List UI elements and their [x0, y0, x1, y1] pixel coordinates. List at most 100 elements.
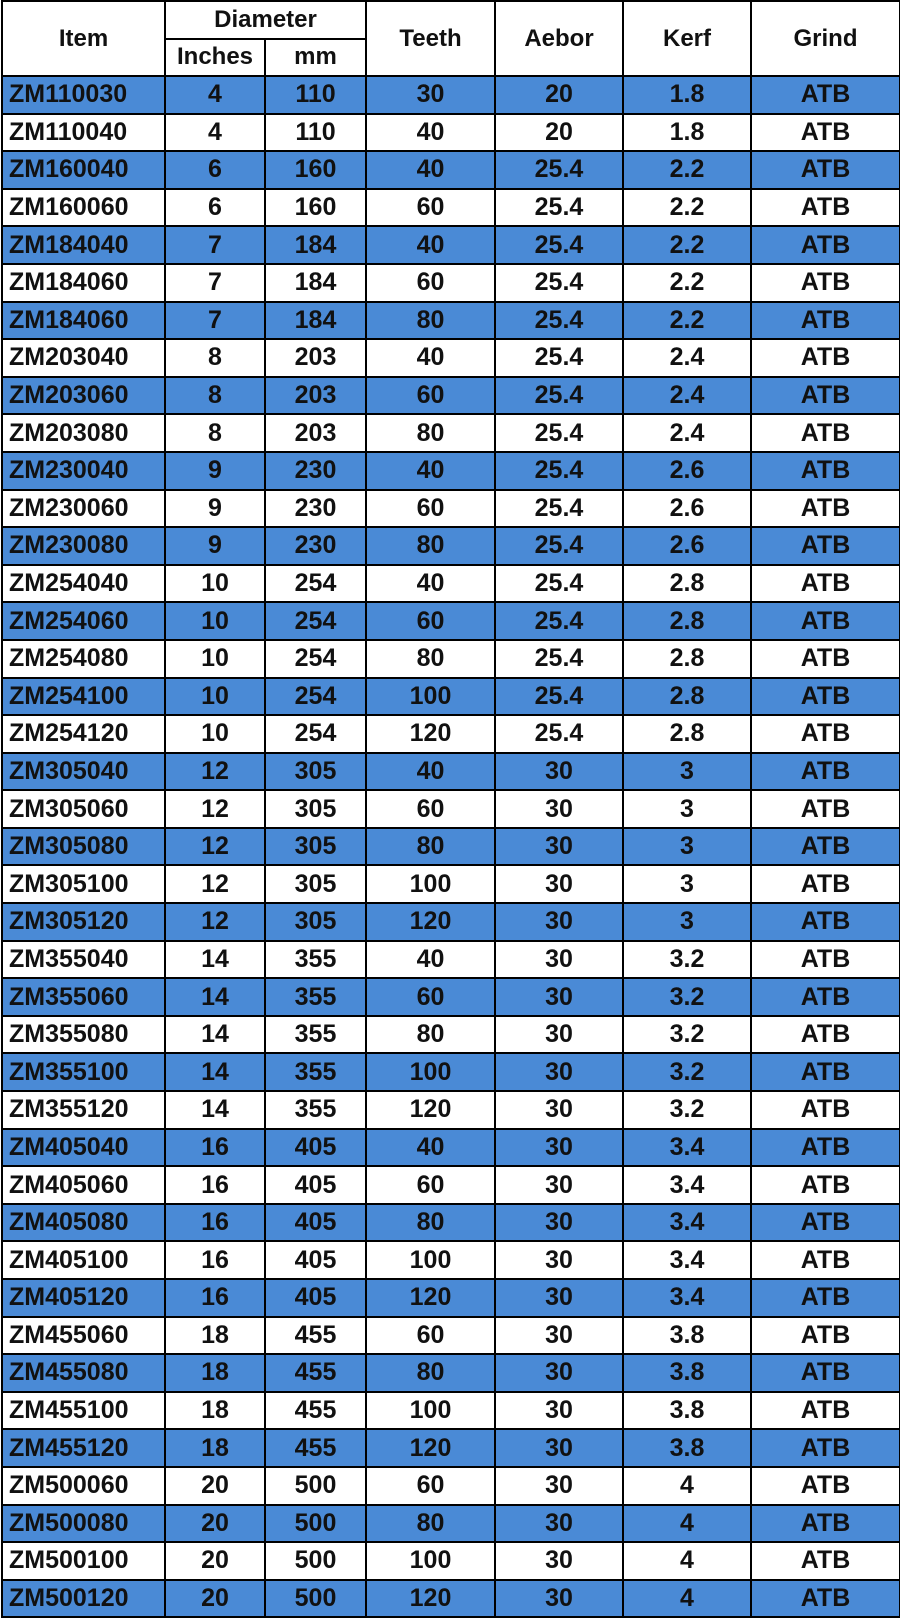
table-cell: 405: [264, 1202, 367, 1243]
table-cell: 9: [164, 526, 266, 566]
table-cell: 2.8: [622, 563, 752, 604]
table-cell: 80: [365, 526, 496, 566]
table-row: ZM203040 8 203 40 25.4 2.4 ATB: [1, 338, 900, 378]
table-cell: 230: [264, 488, 367, 529]
item-cell: ZM405100: [1, 1240, 166, 1280]
table-row: ZM455120 18 455 120 30 3.8 ATB: [1, 1428, 900, 1468]
table-cell: 40: [365, 563, 496, 604]
table-row: ZM184060 7 184 60 25.4 2.2 ATB: [1, 262, 900, 303]
table-cell: ATB: [750, 1465, 900, 1506]
table-row: ZM305040 12 305 40 30 3 ATB: [1, 751, 900, 792]
table-row: ZM305080 12 305 80 30 3 ATB: [1, 826, 900, 867]
table-cell: 30: [494, 1165, 624, 1205]
table-cell: ATB: [750, 676, 900, 717]
table-cell: 4: [622, 1465, 752, 1506]
table-row: ZM110030 4 110 30 20 1.8 ATB: [1, 75, 900, 115]
table-cell: 9: [164, 488, 266, 529]
table-cell: 40: [365, 338, 496, 378]
header-cell: Inches: [164, 37, 266, 77]
table-header: Item Diameter Teeth Aebor Kerf Grind Inc…: [1, 0, 900, 77]
item-cell: ZM305080: [1, 826, 166, 867]
item-cell: ZM254060: [1, 601, 166, 641]
table-cell: ATB: [750, 1503, 900, 1544]
table-cell: 3: [622, 789, 752, 829]
table-cell: 60: [365, 262, 496, 303]
table-cell: 30: [494, 1503, 624, 1544]
table-cell: 3: [622, 864, 752, 905]
header-cell: Diameter: [164, 0, 367, 40]
table-cell: 3.2: [622, 939, 752, 980]
item-cell: ZM160040: [1, 150, 166, 190]
item-cell: ZM500080: [1, 1503, 166, 1544]
table-cell: 100: [365, 1052, 496, 1093]
table-row: ZM160060 6 160 60 25.4 2.2 ATB: [1, 187, 900, 228]
table-row: ZM230060 9 230 60 25.4 2.6 ATB: [1, 488, 900, 529]
table-cell: 8: [164, 413, 266, 453]
table-cell: 40: [365, 112, 496, 153]
table-cell: 455: [264, 1315, 367, 1356]
table-cell: ATB: [750, 338, 900, 378]
table-cell: 3.2: [622, 1090, 752, 1130]
table-cell: 40: [365, 450, 496, 491]
item-cell: ZM455120: [1, 1428, 166, 1468]
table-cell: 100: [365, 1541, 496, 1581]
table-cell: 30: [494, 789, 624, 829]
table-cell: 25.4: [494, 150, 624, 190]
table-cell: ATB: [750, 902, 900, 942]
table-cell: 1.8: [622, 112, 752, 153]
table-cell: 3: [622, 751, 752, 792]
table-row: ZM203060 8 203 60 25.4 2.4 ATB: [1, 375, 900, 416]
table-cell: ATB: [750, 638, 900, 679]
table-cell: 405: [264, 1127, 367, 1168]
table-cell: 18: [164, 1390, 266, 1431]
item-cell: ZM160060: [1, 187, 166, 228]
table-cell: 3.4: [622, 1240, 752, 1280]
table-cell: 2.8: [622, 601, 752, 641]
table-cell: 254: [264, 638, 367, 679]
table-cell: ATB: [750, 413, 900, 453]
table-cell: 4: [622, 1503, 752, 1544]
table-cell: 60: [365, 187, 496, 228]
table-cell: 30: [494, 1465, 624, 1506]
table-row: ZM355100 14 355 100 30 3.2 ATB: [1, 1052, 900, 1093]
table-cell: 500: [264, 1465, 367, 1506]
item-cell: ZM405060: [1, 1165, 166, 1205]
table-cell: 60: [365, 1315, 496, 1356]
table-cell: 100: [365, 1240, 496, 1280]
table-cell: 12: [164, 902, 266, 942]
table-cell: 14: [164, 939, 266, 980]
item-cell: ZM305120: [1, 902, 166, 942]
table-cell: 110: [264, 75, 367, 115]
table-cell: 10: [164, 676, 266, 717]
table-cell: 20: [494, 75, 624, 115]
item-cell: ZM455080: [1, 1353, 166, 1393]
table-cell: 4: [164, 75, 266, 115]
header-cell: Item: [1, 0, 166, 77]
table-cell: 120: [365, 1278, 496, 1318]
table-cell: 80: [365, 300, 496, 341]
item-cell: ZM305040: [1, 751, 166, 792]
table-cell: 30: [494, 1202, 624, 1243]
table-cell: 2.6: [622, 526, 752, 566]
table-cell: 30: [494, 1541, 624, 1581]
table-cell: ATB: [750, 375, 900, 416]
table-cell: 3.4: [622, 1202, 752, 1243]
item-cell: ZM184040: [1, 225, 166, 265]
table-row: ZM355120 14 355 120 30 3.2 ATB: [1, 1090, 900, 1130]
item-cell: ZM355040: [1, 939, 166, 980]
table-row: ZM405100 16 405 100 30 3.4 ATB: [1, 1240, 900, 1280]
table-row: ZM455060 18 455 60 30 3.8 ATB: [1, 1315, 900, 1356]
table-cell: 184: [264, 225, 367, 265]
item-cell: ZM230080: [1, 526, 166, 566]
table-cell: 30: [494, 939, 624, 980]
table-cell: ATB: [750, 939, 900, 980]
table-cell: 30: [494, 902, 624, 942]
table-cell: 305: [264, 826, 367, 867]
table-cell: 80: [365, 638, 496, 679]
item-cell: ZM110040: [1, 112, 166, 153]
item-cell: ZM355120: [1, 1090, 166, 1130]
header-cell: Grind: [750, 0, 900, 77]
table-cell: 120: [365, 902, 496, 942]
table-cell: 30: [494, 977, 624, 1017]
table-row: ZM230040 9 230 40 25.4 2.6 ATB: [1, 450, 900, 491]
